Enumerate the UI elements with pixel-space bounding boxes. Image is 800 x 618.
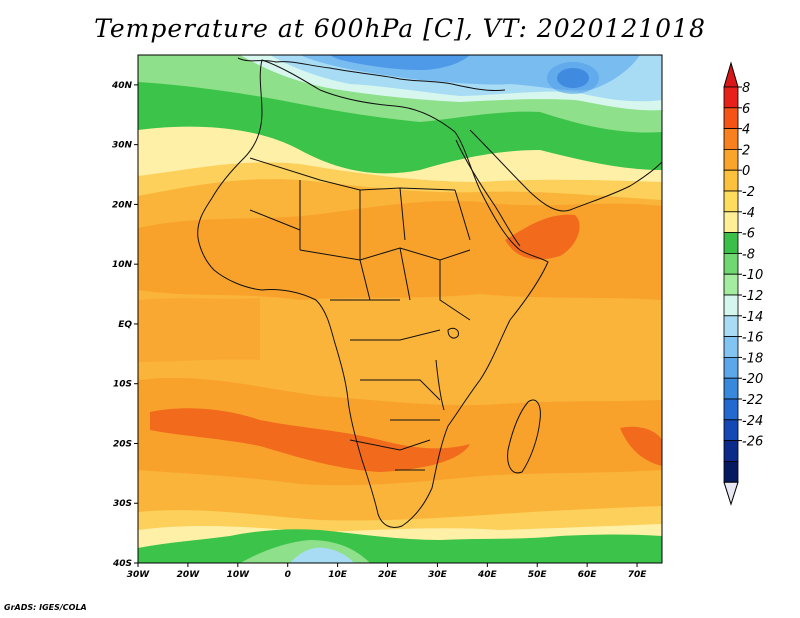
colorbar-label: -2 <box>742 185 755 200</box>
colorbar-segment <box>723 107 739 130</box>
colorbar: 8 6 4 2 0 -2 -4 -6 -8 -10 -12 -14 -16 -18 -20 -22 -24 -26 <box>723 61 763 506</box>
lat-label: 30N <box>112 141 133 151</box>
warm4-south <box>138 377 662 486</box>
lon-label: 60E <box>578 570 598 580</box>
colorbar-label: -6 <box>742 227 755 242</box>
band-minus10-south <box>290 547 354 563</box>
colorbar-segment <box>723 398 739 421</box>
colorbar-segment <box>723 128 739 150</box>
warm6-horn <box>505 214 580 260</box>
colorbar-bottom-triangle <box>723 481 739 506</box>
colorbar-top-triangle <box>723 61 739 88</box>
colorbar-label: -18 <box>742 351 763 366</box>
lon-label: 30W <box>127 570 151 580</box>
lon-label: 10E <box>328 570 348 580</box>
cold-ring-ne <box>547 62 599 94</box>
colorbar-label: -16 <box>742 331 763 346</box>
warm2-atlantic <box>138 298 260 362</box>
colorbar-label: -22 <box>742 393 763 408</box>
lon-label: 30E <box>428 570 448 580</box>
lat-label: 40S <box>112 559 132 569</box>
lat-label: 20N <box>112 200 133 210</box>
colorbar-label: -4 <box>742 206 755 221</box>
colorbar-segment <box>723 356 739 379</box>
country-borders <box>249 157 471 471</box>
temperature-field <box>138 55 662 563</box>
madagascar <box>507 399 541 474</box>
lon-label: 50E <box>528 570 548 580</box>
lon-label: 20E <box>378 570 398 580</box>
colorbar-label: -10 <box>742 268 763 283</box>
band-minus16-north <box>330 55 470 70</box>
lat-label: 30S <box>113 499 132 509</box>
colorbar-label: 4 <box>742 123 750 138</box>
arabian-peninsula-coast <box>469 129 662 212</box>
grads-credit: GrADS: IGES/COLA <box>4 603 87 612</box>
red-sea-east-coast <box>455 139 521 247</box>
colorbar-label: 0 <box>742 164 750 179</box>
colorbar-label: -26 <box>742 435 763 450</box>
latitude-axis: 40N 30N 20N 10N EQ 10S 20S 30S 40S <box>111 81 138 569</box>
lat-label: 40N <box>111 81 133 91</box>
lat-label: 10N <box>112 260 133 270</box>
colorbar-label: -14 <box>742 310 763 325</box>
map-title: Temperature at 600hPa [C], VT: 202012101… <box>94 14 706 43</box>
lon-label: 0 <box>285 570 291 580</box>
longitude-axis: 30W 20W 10W 0 10E 20E 30E 40E 50E 60E 70E <box>127 563 647 580</box>
colorbar-segment <box>723 336 739 358</box>
lat-label: 20S <box>113 439 132 449</box>
colorbar-label: 6 <box>742 102 750 117</box>
colorbar-label: -8 <box>742 247 755 262</box>
colorbar-segment <box>723 190 739 213</box>
coastlines <box>197 57 662 528</box>
lon-label: 40E <box>477 570 498 580</box>
colorbar-segment <box>723 273 739 296</box>
colorbar-segment <box>723 169 739 192</box>
colorbar-segment <box>723 252 739 275</box>
colorbar-segment <box>723 315 739 337</box>
europe-coast <box>237 57 506 91</box>
warm6-east-ocean <box>620 426 662 466</box>
colorbar-segment <box>723 419 739 441</box>
lon-label: 70E <box>628 570 648 580</box>
colorbar-segment <box>723 294 739 317</box>
colorbar-segment <box>723 377 739 400</box>
colorbar-label: 2 <box>742 143 750 158</box>
colorbar-segment <box>723 211 739 234</box>
lon-label: 10W <box>227 570 251 580</box>
lat-label: 10S <box>113 380 132 390</box>
plot-frame <box>137 54 663 564</box>
colorbar-segment <box>723 460 739 483</box>
colorbar-label: -12 <box>742 289 763 304</box>
colorbar-label: -24 <box>742 414 763 429</box>
lake-victoria <box>435 327 459 411</box>
lat-label: EQ <box>118 320 132 330</box>
colorbar-segment <box>723 148 739 171</box>
colorbar-label: 8 <box>742 81 750 96</box>
colorbar-label: -20 <box>742 372 763 387</box>
warm6-southern-band <box>150 408 470 472</box>
colorbar-segment <box>723 232 739 254</box>
colorbar-segment <box>723 86 739 109</box>
colorbar-segment <box>723 440 739 462</box>
lon-label: 20W <box>177 570 201 580</box>
